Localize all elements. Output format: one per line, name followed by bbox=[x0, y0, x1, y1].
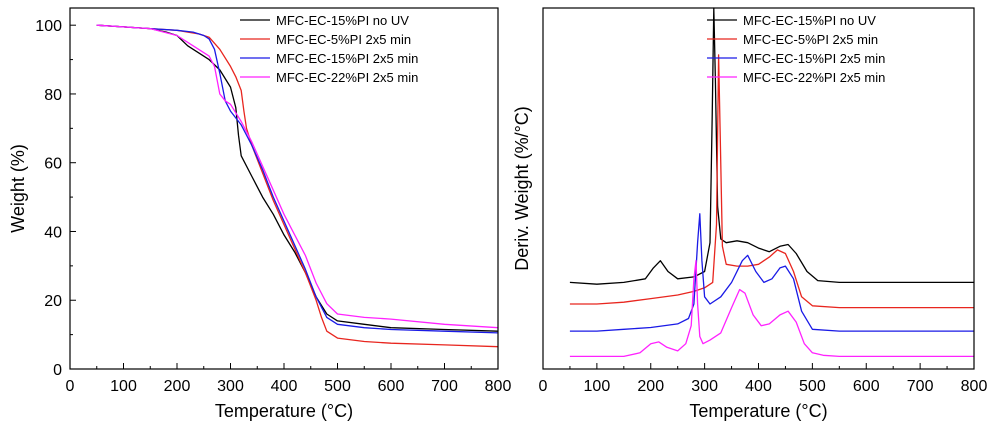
x-tick-label: 600 bbox=[378, 378, 405, 395]
x-tick-label: 500 bbox=[324, 378, 351, 395]
legend-label-1: MFC-EC-5%PI 2x5 min bbox=[743, 32, 878, 47]
y-tick-label: 60 bbox=[44, 156, 62, 173]
x-axis-title: Temperature (°C) bbox=[689, 401, 827, 421]
x-tick-label: 800 bbox=[485, 378, 512, 395]
x-tick-label: 300 bbox=[217, 378, 244, 395]
x-tick-label: 500 bbox=[799, 378, 826, 395]
x-tick-label: 100 bbox=[110, 378, 137, 395]
x-tick-label: 400 bbox=[271, 378, 298, 395]
x-tick-label: 400 bbox=[745, 378, 772, 395]
weight-chart: 0 100 200 300 400 500 600 700 800 0 20 40 60 80 100 Tem… bbox=[8, 7, 512, 421]
x-tick-label: 100 bbox=[584, 378, 611, 395]
y-tick-label: 40 bbox=[44, 224, 62, 241]
legend-label-0: MFC-EC-15%PI no UV bbox=[743, 13, 876, 28]
x-tick-label: 600 bbox=[853, 378, 880, 395]
x-axis-title: Temperature (°C) bbox=[215, 401, 353, 421]
series-line-2 bbox=[569, 213, 974, 332]
series-line-3 bbox=[96, 24, 499, 329]
series-line-3 bbox=[569, 260, 974, 358]
x-tick-label: 0 bbox=[66, 378, 75, 395]
x-tick-label: 200 bbox=[637, 378, 664, 395]
legend-label-2: MFC-EC-15%PI 2x5 min bbox=[276, 51, 418, 66]
y-tick-label: 100 bbox=[35, 18, 62, 35]
legend-label-3: MFC-EC-22%PI 2x5 min bbox=[743, 70, 885, 85]
y-axis-title: Weight (%) bbox=[8, 144, 28, 233]
x-tick-label: 200 bbox=[164, 378, 191, 395]
x-tick-label: 800 bbox=[961, 378, 988, 395]
y-tick-label: 0 bbox=[53, 362, 62, 379]
series-line-1 bbox=[569, 54, 974, 309]
legend-label-1: MFC-EC-5%PI 2x5 min bbox=[276, 32, 411, 47]
x-tick-label: 300 bbox=[691, 378, 718, 395]
series-line-2 bbox=[96, 24, 499, 334]
y-tick-label: 80 bbox=[44, 87, 62, 104]
x-tick-label: 0 bbox=[539, 378, 548, 395]
x-tick-label: 700 bbox=[431, 378, 458, 395]
legend-label-2: MFC-EC-15%PI 2x5 min bbox=[743, 51, 885, 66]
x-tick-label: 700 bbox=[907, 378, 934, 395]
series-line-0 bbox=[569, 7, 974, 285]
y-tick-label: 20 bbox=[44, 293, 62, 310]
legend-label-3: MFC-EC-22%PI 2x5 min bbox=[276, 70, 418, 85]
y-axis-title: Deriv. Weight (%/°C) bbox=[512, 106, 532, 271]
derivative-weight-chart: 0 100 200 300 400 500 600 700 800 Temperature (°C… bbox=[512, 7, 988, 421]
legend-label-0: MFC-EC-15%PI no UV bbox=[276, 13, 409, 28]
